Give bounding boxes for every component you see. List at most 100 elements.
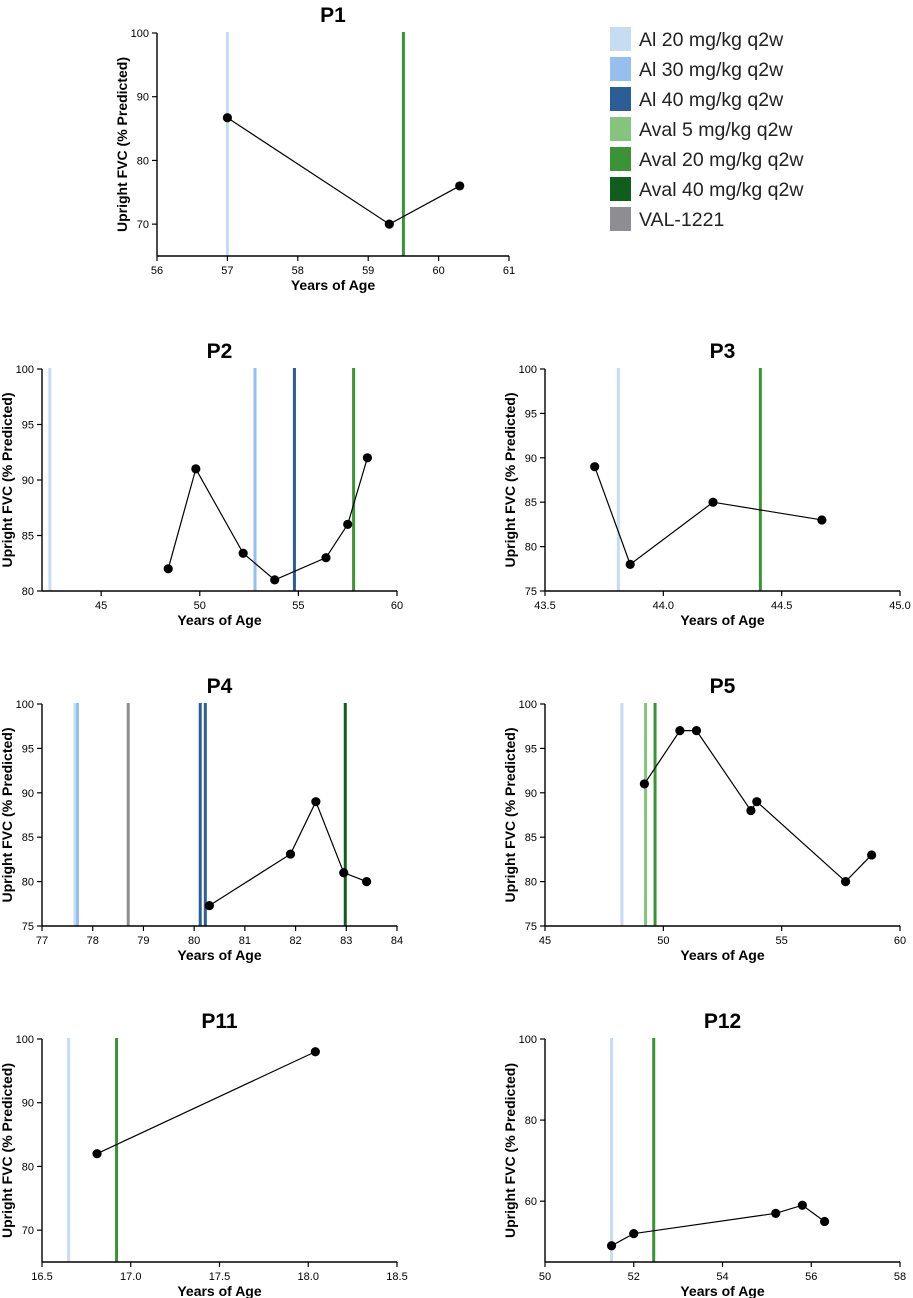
data-point-p11-1 [310, 1047, 320, 1057]
y-axis-label-p11: Upright FVC (% Predicted) [0, 1063, 15, 1238]
data-point-p12-1 [629, 1229, 639, 1239]
series-line-p1 [227, 117, 461, 225]
x-tick-label: 78 [87, 935, 99, 947]
y-tick-label: 85 [525, 497, 537, 509]
x-tick-label: 61 [503, 265, 515, 277]
chart-p4: P4 75 80 85 90 95 100 77 78 79 80 81 82 83 84 Years of … [0, 675, 403, 963]
legend-label-5: Aval 40 mg/kg q2w [639, 179, 804, 201]
legend-swatch-0 [610, 27, 631, 51]
x-axis-label-p4: Years of Age [177, 947, 262, 963]
y-tick-label: 80 [137, 155, 149, 167]
x-tick-label: 81 [239, 935, 251, 947]
y-tick-label: 90 [22, 475, 34, 487]
x-tick-label: 17.5 [209, 1271, 230, 1283]
x-tick-label: 55 [776, 935, 788, 947]
x-tick-label: 59 [362, 265, 374, 277]
legend-label-1: Al 30 mg/kg q2w [639, 59, 784, 81]
y-tick-label: 75 [525, 921, 537, 933]
x-tick-label: 60 [432, 265, 444, 277]
data-point-p2-5 [343, 519, 353, 530]
chart-title-p5: P5 [710, 675, 736, 698]
chart-title-p4: P4 [207, 675, 233, 698]
y-axis-label-p5: Upright FVC (% Predicted) [502, 727, 518, 902]
legend-label-0: Al 20 mg/kg q2w [639, 29, 784, 51]
x-tick-label: 43.5 [534, 600, 555, 612]
legend-label-3: Aval 5 mg/kg q2w [639, 119, 793, 141]
y-tick-label: 90 [525, 453, 537, 465]
data-point-p12-2 [771, 1208, 781, 1218]
y-tick-label: 90 [525, 788, 537, 800]
x-tick-label: 54 [716, 1271, 728, 1283]
y-axis-label-p12: Upright FVC (% Predicted) [502, 1063, 518, 1238]
chart-p5: P5 75 80 85 90 95 100 45 50 55 60 Years of Age Uprig… [502, 675, 906, 963]
data-point-p1-0 [222, 113, 232, 123]
x-tick-label: 50 [539, 1271, 551, 1283]
chart-title-p1: P1 [320, 4, 346, 27]
data-point-p4-2 [311, 797, 321, 807]
y-tick-label: 95 [525, 408, 537, 420]
x-tick-label: 56 [151, 265, 163, 277]
y-axis-label-p3: Upright FVC (% Predicted) [502, 392, 518, 567]
x-tick-label: 55 [292, 600, 304, 612]
series-line-p3 [594, 466, 822, 566]
y-tick-label: 100 [519, 699, 537, 711]
x-tick-label: 45 [539, 935, 551, 947]
data-point-p1-2 [455, 181, 465, 191]
legend-swatch-1 [610, 57, 631, 81]
x-tick-label: 18.5 [386, 1271, 407, 1283]
x-tick-label: 79 [137, 935, 149, 947]
y-axis-label-p1: Upright FVC (% Predicted) [114, 57, 130, 232]
y-axis-label-p2: Upright FVC (% Predicted) [0, 392, 15, 567]
chart-title-p3: P3 [710, 340, 736, 363]
y-tick-label: 80 [525, 1115, 537, 1127]
legend: Al 20 mg/kg q2w Al 30 mg/kg q2w Al 40 mg/k… [610, 27, 804, 231]
x-tick-label: 58 [292, 265, 304, 277]
y-tick-label: 90 [22, 1098, 34, 1110]
y-tick-label: 100 [519, 364, 537, 376]
data-point-p4-4 [361, 877, 372, 887]
series-line-p12 [611, 1204, 825, 1247]
y-tick-label: 90 [137, 92, 149, 104]
chart-title-p12: P12 [704, 1010, 741, 1033]
x-tick-label: 58 [894, 1271, 906, 1283]
data-point-p12-4 [819, 1216, 830, 1227]
chart-p1: P1 70 80 90 100 56 57 58 59 60 61 Years of Age Uprig… [114, 4, 515, 293]
y-tick-label: 80 [525, 542, 537, 554]
chart-title-p11: P11 [201, 1010, 238, 1033]
x-tick-label: 45.0 [889, 600, 910, 612]
y-tick-label: 80 [22, 877, 34, 889]
data-point-p2-2 [238, 548, 248, 558]
x-tick-label: 50 [194, 600, 206, 612]
data-point-p11-0 [92, 1149, 102, 1159]
x-axis-label-p3: Years of Age [680, 612, 765, 628]
chart-p2: P2 80 85 90 95 100 45 50 55 60 Years of Age Upright… [0, 340, 403, 628]
legend-swatch-3 [610, 117, 631, 141]
y-tick-label: 100 [16, 1034, 34, 1046]
legend-label-4: Aval 20 mg/kg q2w [639, 149, 804, 171]
y-tick-label: 60 [525, 1196, 537, 1208]
series-line-p2 [167, 457, 368, 581]
data-point-p5-4 [752, 797, 762, 807]
data-point-p5-5 [840, 877, 851, 887]
y-axis-label-p4: Upright FVC (% Predicted) [0, 727, 15, 902]
series-line-p11 [96, 1051, 316, 1155]
data-point-p2-3 [270, 575, 280, 585]
y-tick-label: 85 [22, 832, 34, 844]
x-tick-label: 77 [36, 935, 48, 947]
data-point-p2-0 [163, 564, 173, 574]
x-tick-label: 16.5 [31, 1271, 52, 1283]
y-tick-label: 95 [22, 743, 34, 755]
y-tick-label: 70 [137, 219, 149, 231]
data-point-p2-4 [321, 553, 331, 563]
x-tick-label: 80 [188, 935, 200, 947]
data-point-p3-1 [625, 559, 635, 569]
y-tick-label: 85 [22, 531, 34, 543]
x-tick-label: 83 [340, 935, 352, 947]
legend-label-2: Al 40 mg/kg q2w [639, 89, 784, 111]
data-point-p3-2 [708, 497, 718, 507]
y-tick-label: 75 [22, 921, 34, 933]
data-point-p2-1 [191, 464, 201, 474]
x-axis-label-p12: Years of Age [680, 1283, 765, 1298]
chart-p12: P12 60 80 100 50 52 54 56 58 Years of Age Upright … [502, 1010, 906, 1298]
